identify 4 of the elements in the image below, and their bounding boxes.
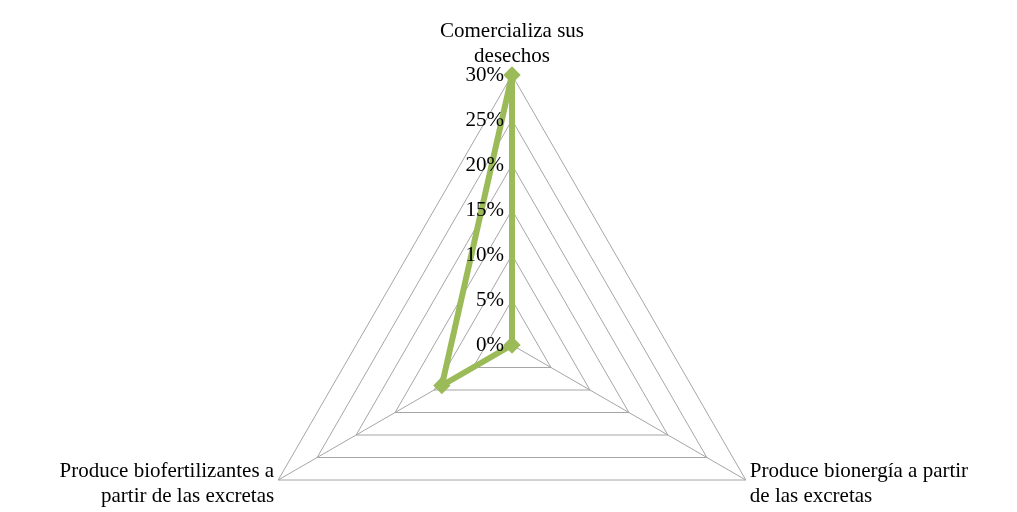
spoke-label: Produce biofertilizantes a partir de las excretas xyxy=(59,458,275,507)
spoke-label: Produce bionergía a partir de las excretas xyxy=(749,458,969,507)
y-tick-label: 5% xyxy=(476,287,504,311)
y-tick-label: 0% xyxy=(476,332,504,356)
